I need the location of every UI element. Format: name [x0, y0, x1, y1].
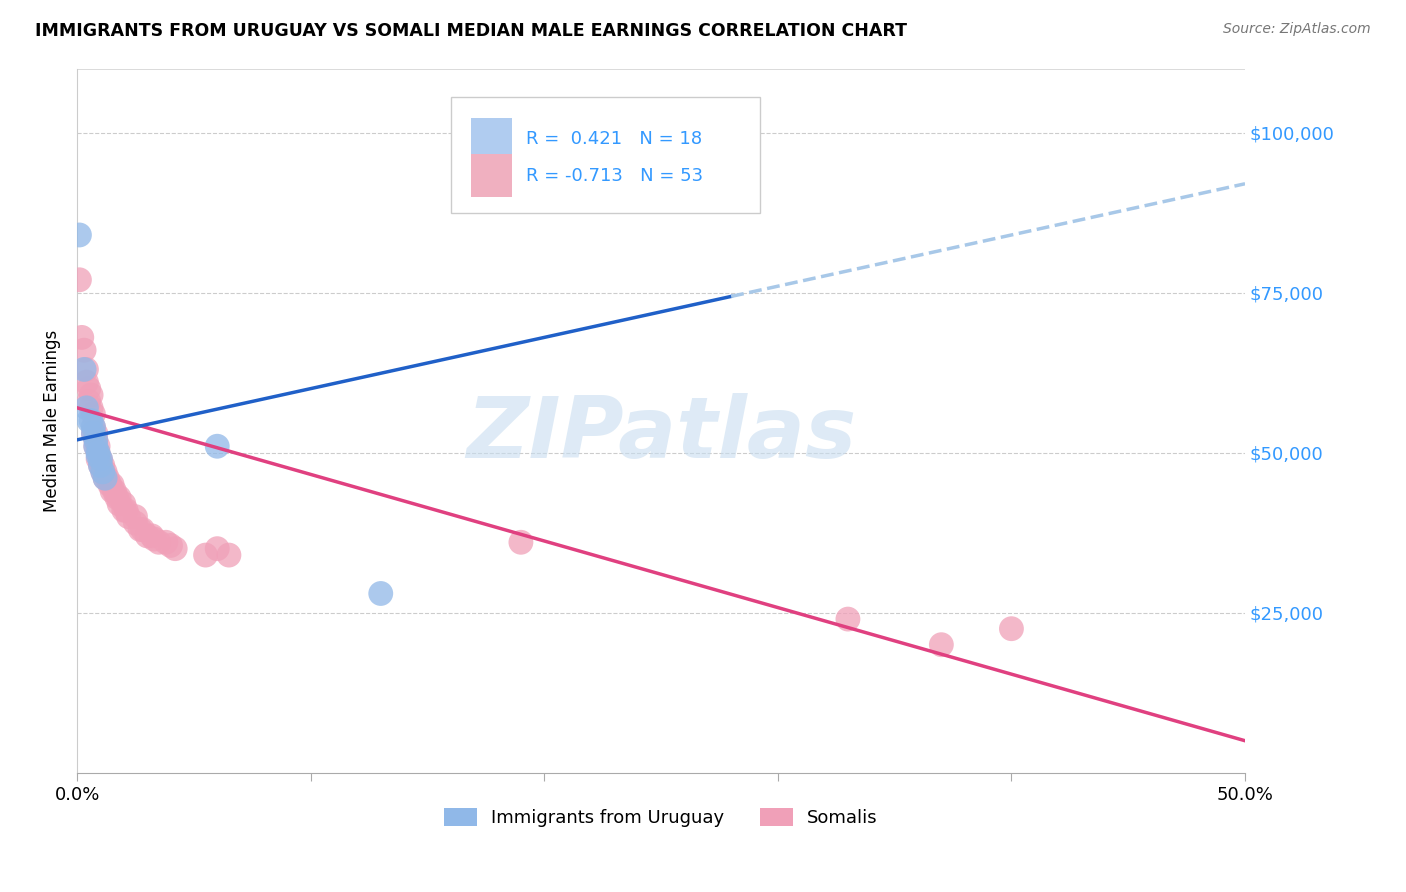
Point: [155, 535, 177, 549]
Point: [141, 529, 163, 543]
FancyBboxPatch shape: [471, 154, 512, 197]
Point: [84, 433, 107, 447]
Point: [129, 523, 152, 537]
Point: [124, 516, 146, 530]
Point: [82, 420, 104, 434]
FancyBboxPatch shape: [471, 118, 512, 160]
FancyBboxPatch shape: [451, 96, 761, 213]
Point: [720, 151, 742, 165]
Point: [115, 503, 138, 517]
Point: [98, 477, 121, 491]
Point: [159, 539, 181, 553]
Point: [77, 394, 100, 409]
Point: [509, 535, 531, 549]
Point: [837, 612, 859, 626]
Point: [87, 452, 110, 467]
Point: [94, 465, 117, 479]
Point: [75, 362, 97, 376]
Point: [143, 532, 166, 546]
Point: [131, 523, 153, 537]
Point: [73, 362, 96, 376]
Point: [84, 433, 107, 447]
Point: [370, 586, 392, 600]
Point: [67, 273, 90, 287]
Point: [82, 420, 104, 434]
Point: [82, 407, 104, 421]
Point: [91, 465, 114, 479]
Point: [112, 497, 135, 511]
Point: [70, 330, 93, 344]
Point: [931, 638, 953, 652]
Point: [94, 471, 117, 485]
Point: [136, 529, 159, 543]
Point: [80, 388, 103, 402]
Point: [218, 548, 240, 562]
Point: [124, 509, 146, 524]
Point: [101, 477, 124, 491]
Text: IMMIGRANTS FROM URUGUAY VS SOMALI MEDIAN MALE EARNINGS CORRELATION CHART: IMMIGRANTS FROM URUGUAY VS SOMALI MEDIAN…: [35, 22, 907, 40]
Point: [94, 471, 117, 485]
Point: [82, 426, 104, 441]
Point: [91, 458, 114, 473]
Point: [103, 484, 125, 499]
Point: [1000, 622, 1022, 636]
Point: [108, 491, 131, 505]
Point: [80, 401, 103, 415]
Point: [84, 439, 107, 453]
Point: [89, 458, 111, 473]
Text: R =  0.421   N = 18: R = 0.421 N = 18: [526, 130, 702, 148]
Point: [87, 445, 110, 459]
Point: [108, 497, 131, 511]
Point: [89, 458, 111, 473]
Point: [87, 439, 110, 453]
Point: [207, 439, 229, 453]
Point: [148, 535, 170, 549]
Point: [84, 439, 107, 453]
Point: [112, 503, 135, 517]
Point: [165, 541, 187, 556]
Point: [82, 426, 104, 441]
Point: [207, 541, 229, 556]
Point: [80, 414, 103, 428]
Text: ZIPatlas: ZIPatlas: [465, 393, 856, 476]
Point: [67, 227, 90, 242]
Point: [84, 426, 107, 441]
Point: [75, 375, 97, 389]
Point: [117, 509, 139, 524]
Point: [77, 382, 100, 396]
Point: [73, 343, 96, 358]
Legend: Immigrants from Uruguay, Somalis: Immigrants from Uruguay, Somalis: [437, 800, 886, 834]
Point: [77, 414, 100, 428]
Point: [96, 471, 118, 485]
Text: R = -0.713   N = 53: R = -0.713 N = 53: [526, 167, 703, 185]
Point: [105, 491, 128, 505]
Point: [101, 484, 124, 499]
Y-axis label: Median Male Earnings: Median Male Earnings: [44, 329, 60, 512]
Point: [89, 452, 111, 467]
Point: [194, 548, 217, 562]
Point: [75, 401, 97, 415]
Point: [87, 445, 110, 459]
Text: Source: ZipAtlas.com: Source: ZipAtlas.com: [1223, 22, 1371, 37]
Point: [91, 465, 114, 479]
Point: [87, 449, 110, 463]
Point: [89, 452, 111, 467]
